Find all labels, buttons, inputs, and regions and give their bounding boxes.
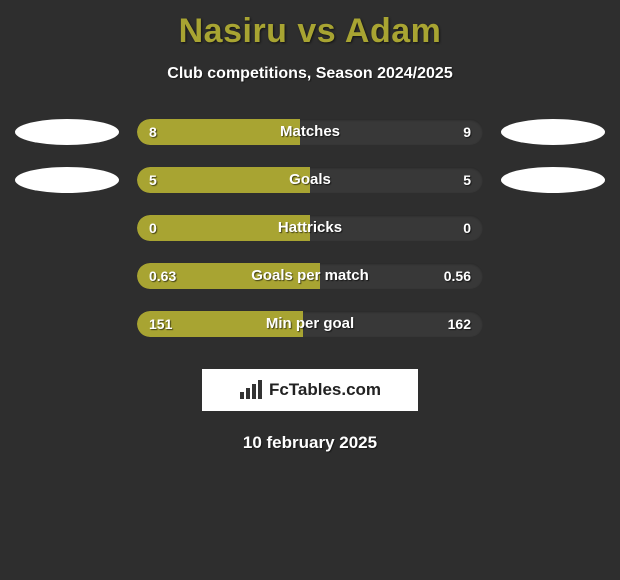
stat-rows: 8Matches9 5Goals5 0Hattricks0 0.63Goals per… [0,119,620,337]
stat-bar: 8Matches9 [137,119,483,145]
stat-bar: 0Hattricks0 [137,215,483,241]
stat-label: Goals per match [137,263,483,289]
player-right-marker [501,167,605,193]
stat-row: 151Min per goal162 [0,311,620,337]
stat-row: 0.63Goals per match0.56 [0,263,620,289]
bar-chart-icon [239,380,263,400]
comparison-container: Nasiru vs Adam Club competitions, Season… [0,0,620,453]
page-subtitle: Club competitions, Season 2024/2025 [0,65,620,83]
stat-label: Matches [137,119,483,145]
stat-right-value: 0.56 [444,263,471,289]
player-right-marker [501,119,605,145]
fctables-logo[interactable]: FcTables.com [202,369,418,411]
stat-right-value: 0 [463,215,471,241]
page-title: Nasiru vs Adam [0,12,620,51]
stat-label: Hattricks [137,215,483,241]
stat-label: Min per goal [137,311,483,337]
stat-row: 5Goals5 [0,167,620,193]
stat-bar: 0.63Goals per match0.56 [137,263,483,289]
stat-row: 0Hattricks0 [0,215,620,241]
stat-right-value: 9 [463,119,471,145]
player-left-marker [15,167,119,193]
logo-text: FcTables.com [269,380,381,400]
stat-row: 8Matches9 [0,119,620,145]
stat-right-value: 162 [448,311,471,337]
stat-bar: 151Min per goal162 [137,311,483,337]
date-text: 10 february 2025 [0,433,620,453]
stat-right-value: 5 [463,167,471,193]
stat-bar: 5Goals5 [137,167,483,193]
player-left-marker [15,119,119,145]
stat-label: Goals [137,167,483,193]
